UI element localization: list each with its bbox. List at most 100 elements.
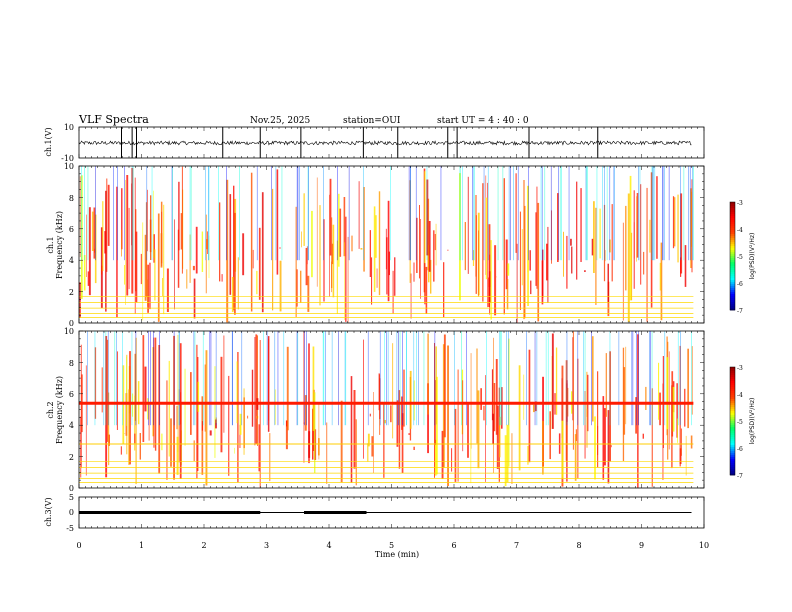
spec1-sferic-145 [419,205,420,279]
spec2-sferic-222 [132,393,134,417]
spec1-sferic-251 [157,213,160,322]
spec1-sferic-99 [636,193,639,258]
spec2-dark-50 [325,331,326,426]
spec2-dark-69 [545,331,547,426]
spec1-dark-19 [131,166,133,261]
spec2-dark-84 [283,331,285,426]
spec1-sferic-225 [646,187,648,322]
spec2-dark-12 [379,331,381,426]
spec1-sferic-123 [659,262,662,291]
spec1-sferic-129 [375,215,377,258]
spec2-dark-61 [536,331,538,426]
spec2-dark-16 [232,331,233,426]
spec2-sferic-187 [308,431,311,458]
spec2-dark-2 [413,331,415,426]
spec2-sferic-85 [549,411,551,460]
ch3-ytick-0: 0 [69,508,74,517]
cb2-tick-m3: -3 [737,365,743,372]
spec2-sferic-251 [511,433,513,484]
ch1-spectrogram-ticks [78,165,705,324]
spec2-dark-6 [153,331,154,426]
spec1-sferic-205 [124,265,125,285]
spec1-dark-89 [348,166,350,261]
cb1-grad-cell-3 [730,208,735,211]
spec2-sferic-247 [691,346,693,415]
spec2-dark-14 [323,331,325,426]
spec1-sferic-11 [343,197,346,257]
spec1-dark-3 [586,166,587,261]
time-tick-4: 4 [326,541,331,550]
spec2-sferic-132 [314,392,316,474]
ch2-ylabel-line1: ch.2 [46,401,55,418]
spec2-dark-76 [331,331,333,426]
spec2-sferic-156 [477,390,480,469]
spec2-sferic-94 [408,433,410,435]
cb1-grad-cell-7 [730,216,735,219]
spec1-dark-53 [84,166,85,261]
spec1-sferic-208 [394,257,396,296]
spec2-sferic-172 [134,433,136,444]
cb2-tick-m6: -6 [737,446,743,453]
spec2-dark-77 [651,331,653,426]
spec2-sferic-31 [353,390,356,469]
cb1-grad-cell-1 [730,204,735,207]
spec2-sferic-207 [597,426,599,455]
spec2-sferic-73 [318,402,320,460]
spec2-sferic-252 [496,405,499,469]
ch1-waveform-panel: 10 -10 ch.1(V) [44,123,705,163]
cb2-grad-cell-16 [730,399,735,402]
ch1-ytick-bottom: -10 [61,154,74,163]
spec1-dark-76 [462,166,463,261]
spec1-sferic-15 [339,208,342,257]
cb1-grad-cell-53 [730,308,735,311]
ch2-freq-tick-6: 6 [69,390,74,399]
cb1-label: log(PSD)(V²/Hz) [749,233,756,280]
spec1-dark-75 [653,166,654,261]
cb1-grad-cell-29 [730,260,735,263]
spec1-dark-87 [568,166,570,261]
spec1-dark-20 [544,166,546,261]
spec1-sferic-210 [258,227,261,300]
spec1-sferic-239 [121,229,122,257]
spec1-dark-63 [208,166,210,261]
cb1-grad-cell-12 [730,226,735,229]
spec1-sferic-163 [163,204,165,315]
spec1-sferic-223 [633,190,635,289]
spec2-dark-80 [304,331,305,426]
spec2-sferic-115 [561,378,563,438]
spec1-sferic-125 [505,239,508,290]
spec2-sferic-101 [687,348,689,429]
cb1-grad-cell-40 [730,282,735,285]
cb1-grad-cell-16 [730,234,735,237]
spec2-sferic-33 [285,420,288,450]
spec2-sferic-217 [268,338,270,421]
spec1-sferic-9 [87,271,90,286]
spec2-dark-51 [338,331,339,426]
spec2-dark-57 [297,331,299,426]
cb2-grad-cell-14 [730,395,735,398]
cb2-tick-m4: -4 [737,392,743,399]
cb1-grad-cell-52 [730,306,735,309]
spec1-sferic-143 [690,188,692,268]
ch3-ylabel: ch.3(V) [44,497,53,526]
spec2-sferic-232 [427,333,429,415]
spec1-sferic-6 [162,278,163,297]
spec2-dark-21 [122,331,123,426]
ch1-freq-tick-10: 10 [64,162,74,171]
cb2-grad-cell-47 [730,461,735,464]
spec2-dark-36 [306,331,307,426]
spec1-sferic-45 [524,205,526,319]
time-axis-label: Time (min) [375,550,419,559]
spec1-sferic-250 [416,217,418,273]
cb1-grad-cell-35 [730,272,735,275]
spec2-sferic-45 [148,403,150,441]
spec1-dark-26 [189,166,191,261]
spec2-sferic-177 [413,380,415,421]
spec2-sferic-200 [506,424,509,483]
spec2-dark-68 [148,331,149,426]
spec2-sferic-198 [139,433,141,460]
spec1-sferic-198 [104,231,107,254]
spec2-dark-32 [677,331,679,426]
cb1-grad-cell-34 [730,270,735,273]
spec2-sferic-77 [476,348,478,444]
